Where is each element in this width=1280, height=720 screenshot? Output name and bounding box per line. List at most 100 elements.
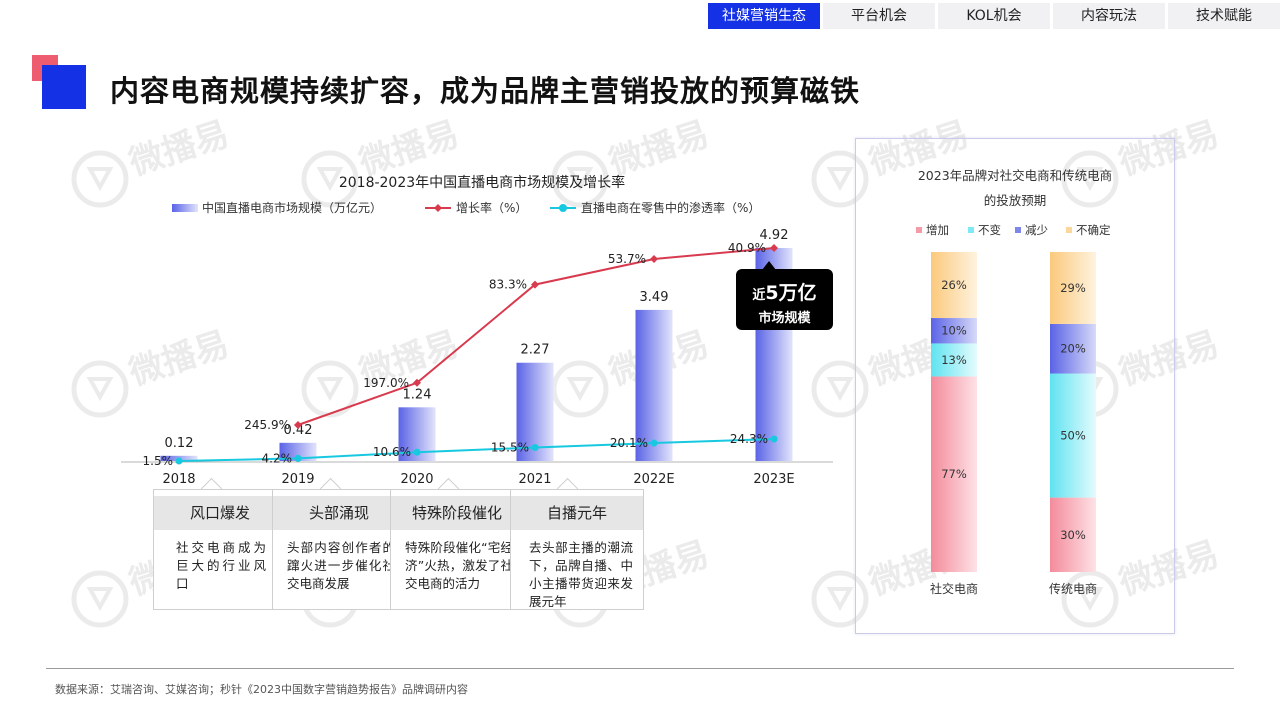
stage-text: 特殊阶段催化“宅经济”火热，激发了社交电商的活力: [405, 540, 513, 591]
growth-label-2021: 83.3%: [489, 278, 527, 292]
x-tick-2021: 2021: [518, 472, 551, 487]
callout-prefix: 近: [752, 288, 766, 303]
penetration-point-2018: [175, 457, 183, 465]
legend-label-penetration: 直播电商在零售中的渗透率（%）: [581, 200, 760, 215]
title-decoration-blue: [42, 65, 86, 109]
x-tick-2020: 2020: [400, 472, 433, 487]
main-chart-title: 2018-2023年中国直播电商市场规模及增长率: [339, 174, 625, 191]
legend-swatch-bar: [172, 204, 198, 212]
stacked-segment-社交电商-减少: [931, 318, 977, 344]
stage-box-2020: 特殊阶段催化 特殊阶段催化“宅经济”火热，激发了社交电商的活力: [390, 489, 524, 610]
bar-label-2023E: 4.92: [760, 228, 789, 243]
bar-label-2018: 0.12: [165, 436, 194, 451]
nav-tab-1[interactable]: 平台机会: [823, 3, 935, 29]
stacked-label-传统电商-减少: 20%: [1060, 342, 1086, 356]
stacked-label-传统电商-不确定: 29%: [1060, 281, 1086, 295]
bar-label-2021: 2.27: [521, 343, 550, 358]
market-size-callout: 近5万亿 市场规模: [736, 269, 833, 330]
penetration-point-2019: [294, 454, 302, 462]
stage-box-2018: 风口爆发 社交电商成为巨大的行业风口: [153, 489, 287, 610]
bar-label-2019: 0.42: [284, 423, 313, 438]
stage-title: 特殊阶段催化: [391, 496, 523, 530]
penetration-point-2022E: [650, 439, 658, 447]
stacked-legend-label-3: 不确定: [1076, 223, 1111, 237]
stacked-label-社交电商-减少: 10%: [941, 324, 967, 338]
stacked-label-社交电商-不确定: 26%: [941, 278, 967, 292]
penetration-label-2019: 4.2%: [262, 451, 293, 465]
stacked-legend-swatch-0: [916, 227, 922, 233]
x-tick-2018: 2018: [162, 472, 195, 487]
stage-title: 风口爆发: [154, 496, 286, 530]
growth-label-2019: 245.9%: [244, 418, 290, 432]
stacked-segment-传统电商-减少: [1050, 323, 1096, 374]
x-tick-2019: 2019: [281, 472, 314, 487]
budget-expectation-panel: 2023年品牌对社交电商和传统电商 的投放预期: [855, 138, 1175, 634]
callout-value: 5万亿: [765, 282, 817, 304]
stacked-label-社交电商-增加: 77%: [941, 467, 967, 481]
nav-tab-2[interactable]: KOL机会: [938, 3, 1050, 29]
top-nav: 社媒营销生态 平台机会 KOL机会 内容玩法 技术赋能: [708, 3, 1280, 29]
callout-caption: 市场规模: [758, 311, 811, 326]
growth-label-2020: 197.0%: [363, 376, 409, 390]
stage-box-2021: 自播元年 去头部主播的潮流下，品牌自播、中小主播带货迎来发展元年: [510, 489, 644, 610]
growth-label-2023E: 40.9%: [728, 241, 766, 255]
stage-title: 头部涌现: [273, 496, 405, 530]
stacked-category-1: 传统电商: [1049, 581, 1097, 596]
penetration-point-2020: [413, 448, 421, 456]
stage-title: 自播元年: [511, 496, 643, 530]
stacked-legend-label-0: 增加: [926, 223, 949, 237]
bar-2022E: [635, 309, 673, 461]
stage-text: 社交电商成为巨大的行业风口: [176, 540, 268, 591]
penetration-label-2018: 1.5%: [143, 454, 174, 468]
stacked-segment-传统电商-不确定: [1050, 252, 1096, 324]
penetration-line: [178, 438, 775, 462]
legend-label-bar: 中国直播电商市场规模（万亿元）: [202, 200, 382, 215]
growth-label-2022E: 53.7%: [608, 252, 646, 266]
stacked-legend-label-1: 不变: [978, 223, 1001, 237]
main-chart-legend: 中国直播电商市场规模（万亿元） 增长率（%） 直播电商在零售中的渗透率（%）: [172, 200, 760, 215]
growth-point-2023E: [770, 244, 778, 252]
stacked-label-传统电商-不变: 50%: [1060, 429, 1086, 443]
stacked-segment-社交电商-不确定: [931, 252, 977, 319]
page-title: 内容电商规模持续扩容，成为品牌主营销投放的预算磁铁: [110, 74, 861, 108]
legend-label-growth: 增长率（%）: [456, 200, 527, 215]
stacked-chart-title-line1: 2023年品牌对社交电商和传统电商: [917, 168, 1113, 183]
stacked-segment-社交电商-不变: [931, 343, 977, 377]
stage-box-2019: 头部涌现 头部内容创作者的蹿火进一步催化社交电商发展: [272, 489, 406, 610]
bar-2019: [279, 442, 317, 461]
nav-tab-0[interactable]: 社媒营销生态: [708, 3, 820, 29]
legend-marker-penetration: [559, 204, 567, 212]
penetration-point-2021: [531, 443, 539, 451]
stacked-segment-传统电商-增加: [1050, 497, 1096, 572]
stacked-label-社交电商-不变: 13%: [941, 353, 967, 367]
bar-label-2022E: 3.49: [640, 290, 669, 305]
bar-label-2020: 1.24: [403, 387, 432, 402]
stacked-legend-label-2: 减少: [1025, 223, 1048, 237]
x-tick-2022E: 2022E: [633, 472, 674, 487]
penetration-label-2023E: 24.3%: [730, 432, 768, 446]
stacked-segment-社交电商-增加: [931, 376, 977, 572]
penetration-label-2021: 15.5%: [491, 440, 529, 454]
stage-text: 去头部主播的潮流下，品牌自播、中小主播带货迎来发展元年: [529, 540, 633, 609]
penetration-label-2022E: 20.1%: [610, 436, 648, 450]
stacked-segment-传统电商-不变: [1050, 373, 1096, 498]
stacked-legend-swatch-3: [1066, 227, 1072, 233]
stacked-legend-swatch-1: [968, 227, 974, 233]
penetration-label-2020: 10.6%: [373, 445, 411, 459]
stacked-category-0: 社交电商: [930, 581, 978, 596]
penetration-point-2023E: [770, 435, 778, 443]
growth-point-2021: [531, 280, 539, 289]
growth-point-2019: [294, 421, 302, 429]
x-tick-2023E: 2023E: [753, 472, 794, 487]
nav-tab-4[interactable]: 技术赋能: [1168, 3, 1280, 29]
data-source-note: 数据来源：艾瑞咨询、艾媒咨询；秒针《2023中国数字营销趋势报告》品牌调研内容: [55, 683, 468, 696]
growth-point-2022E: [650, 255, 658, 264]
stacked-legend-swatch-2: [1015, 227, 1021, 233]
callout-pointer: [762, 261, 776, 270]
footer-divider: [46, 668, 1234, 669]
nav-tab-3[interactable]: 内容玩法: [1053, 3, 1165, 29]
legend-marker-growth: [434, 204, 442, 212]
stacked-chart-title-line2: 的投放预期: [983, 193, 1047, 208]
growth-point-2020: [413, 378, 421, 387]
